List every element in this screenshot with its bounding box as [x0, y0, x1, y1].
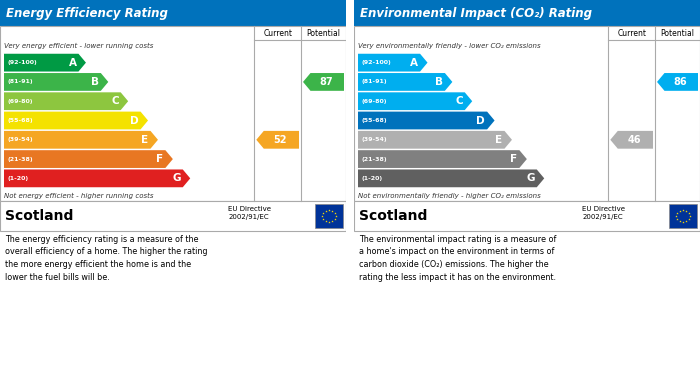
Text: EU Directive
2002/91/EC: EU Directive 2002/91/EC	[582, 206, 625, 220]
Polygon shape	[358, 131, 512, 149]
Text: (69-80): (69-80)	[362, 99, 388, 104]
Text: Potential: Potential	[661, 29, 694, 38]
Text: Scotland: Scotland	[5, 209, 74, 223]
Text: D: D	[477, 115, 485, 126]
Polygon shape	[358, 169, 544, 187]
Polygon shape	[4, 111, 148, 129]
Text: F: F	[156, 154, 163, 164]
Text: (81-91): (81-91)	[362, 79, 388, 84]
Polygon shape	[358, 92, 472, 110]
Text: 46: 46	[627, 135, 641, 145]
Polygon shape	[610, 131, 653, 149]
Polygon shape	[358, 111, 495, 129]
Text: 52: 52	[274, 135, 287, 145]
Text: Not environmentally friendly - higher CO₂ emissions: Not environmentally friendly - higher CO…	[358, 192, 540, 199]
Text: (55-68): (55-68)	[8, 118, 34, 123]
Polygon shape	[4, 92, 128, 110]
Text: 87: 87	[319, 77, 332, 87]
Text: (1-20): (1-20)	[362, 176, 383, 181]
Text: D: D	[130, 115, 139, 126]
Text: (39-54): (39-54)	[362, 137, 388, 142]
Text: F: F	[510, 154, 517, 164]
Text: Current: Current	[263, 29, 292, 38]
Text: EU Directive
2002/91/EC: EU Directive 2002/91/EC	[228, 206, 272, 220]
Text: (69-80): (69-80)	[8, 99, 34, 104]
Text: A: A	[69, 57, 76, 68]
Text: Potential: Potential	[307, 29, 340, 38]
Text: (21-38): (21-38)	[362, 156, 388, 161]
Text: C: C	[111, 96, 119, 106]
Bar	[0, 0, 346, 26]
Text: 86: 86	[673, 77, 687, 87]
Polygon shape	[4, 131, 158, 149]
Text: G: G	[172, 173, 181, 183]
Text: (92-100): (92-100)	[362, 60, 392, 65]
Text: (55-68): (55-68)	[362, 118, 388, 123]
Text: Very environmentally friendly - lower CO₂ emissions: Very environmentally friendly - lower CO…	[358, 43, 540, 48]
Text: The environmental impact rating is a measure of
a home's impact on the environme: The environmental impact rating is a mea…	[359, 235, 556, 282]
Polygon shape	[4, 150, 173, 168]
Text: E: E	[496, 135, 503, 145]
Bar	[354, 201, 700, 231]
Text: (39-54): (39-54)	[8, 137, 34, 142]
Bar	[315, 204, 343, 228]
Bar	[354, 26, 700, 201]
Text: E: E	[141, 135, 148, 145]
Text: B: B	[435, 77, 443, 87]
Text: B: B	[91, 77, 99, 87]
Text: Not energy efficient - higher running costs: Not energy efficient - higher running co…	[4, 192, 153, 199]
Text: C: C	[455, 96, 463, 106]
Bar	[0, 201, 346, 231]
Bar	[354, 0, 700, 26]
Polygon shape	[358, 73, 452, 91]
Text: (81-91): (81-91)	[8, 79, 34, 84]
Text: Energy Efficiency Rating: Energy Efficiency Rating	[6, 7, 168, 20]
Polygon shape	[4, 54, 86, 72]
Polygon shape	[256, 131, 299, 149]
Text: A: A	[410, 57, 418, 68]
Polygon shape	[4, 169, 190, 187]
Bar	[669, 204, 697, 228]
Text: The energy efficiency rating is a measure of the
overall efficiency of a home. T: The energy efficiency rating is a measur…	[5, 235, 207, 282]
Text: Environmental Impact (CO₂) Rating: Environmental Impact (CO₂) Rating	[360, 7, 592, 20]
Text: Scotland: Scotland	[359, 209, 428, 223]
Polygon shape	[303, 73, 344, 91]
Polygon shape	[657, 73, 698, 91]
Polygon shape	[358, 150, 527, 168]
Text: Current: Current	[617, 29, 646, 38]
Text: (21-38): (21-38)	[8, 156, 34, 161]
Bar	[0, 26, 346, 201]
Text: (1-20): (1-20)	[8, 176, 29, 181]
Polygon shape	[358, 54, 428, 72]
Text: G: G	[526, 173, 535, 183]
Text: (92-100): (92-100)	[8, 60, 38, 65]
Text: Very energy efficient - lower running costs: Very energy efficient - lower running co…	[4, 43, 153, 48]
Polygon shape	[4, 73, 108, 91]
